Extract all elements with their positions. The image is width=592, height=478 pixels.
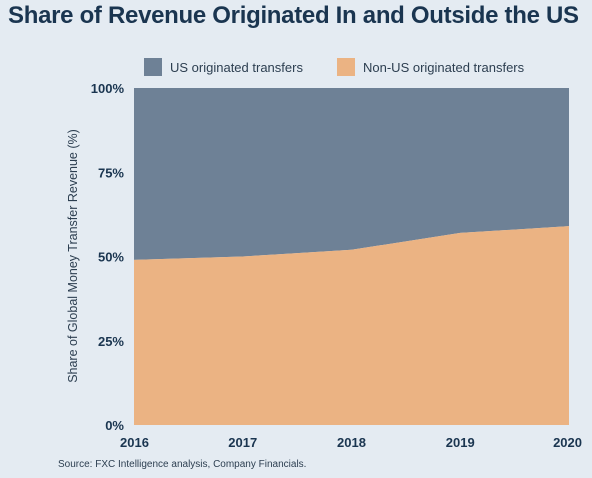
- y-axis-ticks: 0% 25% 50% 75% 100%: [91, 81, 125, 433]
- y-tick-label: 0%: [105, 418, 124, 433]
- x-tick-label: 2017: [228, 435, 257, 450]
- legend: US originated transfers Non-US originate…: [0, 58, 592, 80]
- x-tick-label: 2019: [446, 435, 475, 450]
- plot-area: [134, 88, 569, 425]
- legend-label-us: US originated transfers: [170, 59, 303, 75]
- source-note: Source: FXC Intelligence analysis, Compa…: [58, 459, 307, 470]
- x-axis-ticks: 2016 2017 2018 2019 2020: [120, 435, 582, 450]
- chart-title: Share of Revenue Originated In and Outsi…: [8, 2, 579, 29]
- y-tick-label: 100%: [91, 81, 125, 96]
- y-tick-label: 75%: [98, 165, 124, 180]
- x-tick-label: 2016: [120, 435, 149, 450]
- legend-item-non-us: Non-US originated transfers: [337, 58, 524, 76]
- area-non-us-originated: [134, 226, 569, 425]
- y-tick-label: 50%: [98, 250, 124, 265]
- area-us-originated: [134, 88, 569, 260]
- legend-swatch-non-us: [337, 58, 355, 76]
- x-tick-label: 2020: [553, 435, 582, 450]
- legend-item-us: US originated transfers: [144, 58, 303, 76]
- y-tick-label: 25%: [98, 334, 124, 349]
- x-tick-label: 2018: [337, 435, 366, 450]
- legend-swatch-us: [144, 58, 162, 76]
- legend-label-non-us: Non-US originated transfers: [363, 59, 525, 75]
